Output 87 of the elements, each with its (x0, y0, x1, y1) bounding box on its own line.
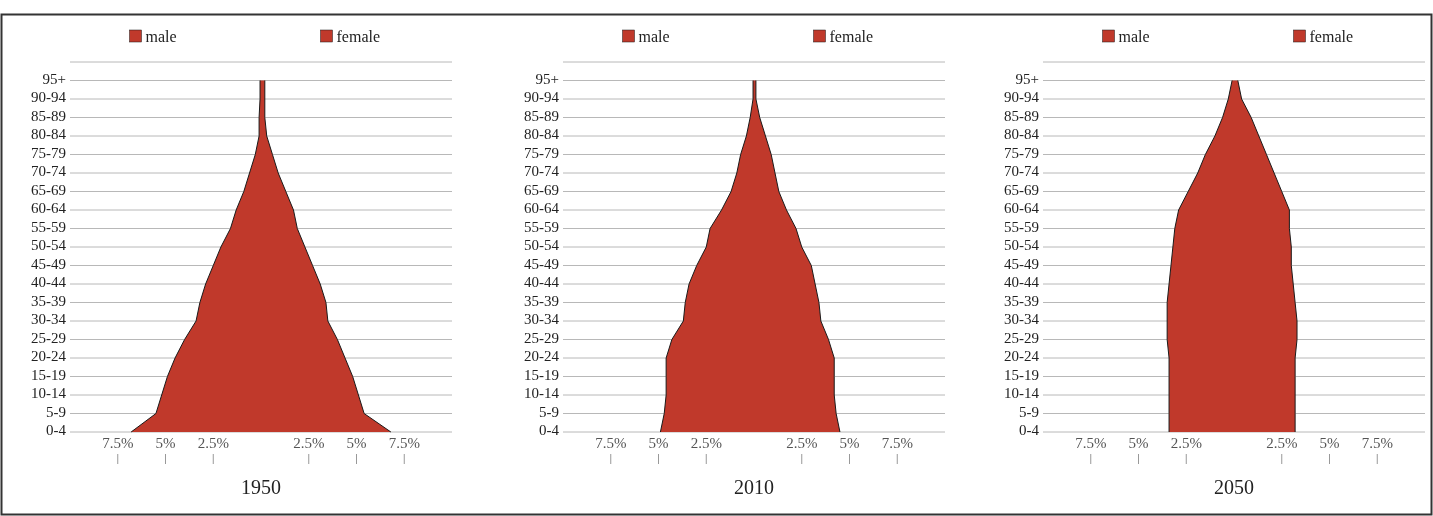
legend-label: female (336, 28, 381, 45)
x-tick-label: 5% (839, 435, 860, 451)
y-tick-label: 80-84 (524, 126, 560, 143)
y-tick-label: 55-59 (1004, 218, 1039, 235)
y-tick-label: 50-54 (524, 237, 560, 254)
y-tick-label: 20-24 (1004, 348, 1040, 365)
y-tick-label: 60-64 (524, 200, 560, 217)
x-tick-label: 2.5% (293, 435, 325, 451)
y-tick-label: 15-19 (1004, 366, 1039, 383)
legend-label: male (638, 28, 670, 45)
y-tick-label: 30-34 (1004, 311, 1040, 328)
y-tick-label: 25-29 (524, 329, 559, 346)
y-tick-label: 60-64 (31, 200, 67, 217)
y-tick-label: 75-79 (1004, 144, 1039, 161)
y-tick-label: 15-19 (524, 366, 559, 383)
x-tick-label: 7.5% (881, 435, 913, 451)
y-tick-label: 90-94 (1004, 89, 1040, 106)
y-tick-label: 40-44 (31, 274, 67, 291)
y-tick-label: 70-74 (524, 163, 560, 180)
x-tick-label: 7.5% (595, 435, 627, 451)
y-tick-label: 20-24 (31, 348, 67, 365)
y-tick-label: 20-24 (524, 348, 560, 365)
y-tick-label: 35-39 (524, 292, 559, 309)
y-tick-label: 25-29 (1004, 329, 1039, 346)
y-tick-label: 75-79 (524, 144, 559, 161)
y-tick-label: 65-69 (31, 181, 66, 198)
y-tick-label: 95+ (1015, 70, 1039, 87)
y-tick-label: 10-14 (524, 385, 560, 402)
legend-label: male (1118, 28, 1150, 45)
y-tick-label: 90-94 (524, 89, 560, 106)
legend-label: male (145, 28, 177, 45)
y-tick-label: 0-4 (46, 422, 67, 439)
y-tick-label: 70-74 (1004, 163, 1040, 180)
y-tick-label: 65-69 (1004, 181, 1039, 198)
y-tick-label: 35-39 (1004, 292, 1039, 309)
x-tick-label: 2.5% (1170, 435, 1202, 451)
y-tick-label: 0-4 (539, 422, 560, 439)
y-tick-label: 15-19 (31, 366, 66, 383)
x-tick-label: 7.5% (1075, 435, 1107, 451)
y-tick-label: 50-54 (31, 237, 67, 254)
y-tick-label: 10-14 (1004, 385, 1040, 402)
x-tick-label: 2.5% (197, 435, 229, 451)
y-tick-label: 55-59 (31, 218, 66, 235)
y-tick-label: 5-9 (46, 403, 66, 420)
y-tick-label: 65-69 (524, 181, 559, 198)
y-tick-label: 85-89 (1004, 107, 1039, 124)
y-tick-label: 75-79 (31, 144, 66, 161)
x-tick-label: 2.5% (786, 435, 818, 451)
y-tick-label: 40-44 (524, 274, 560, 291)
x-tick-label: 5% (155, 435, 176, 451)
x-tick-label: 5% (648, 435, 669, 451)
text: 1950 (241, 476, 281, 498)
y-tick-label: 90-94 (31, 89, 67, 106)
x-tick-label: 7.5% (1361, 435, 1393, 451)
y-tick-label: 85-89 (31, 107, 66, 124)
y-tick-label: 80-84 (31, 126, 67, 143)
y-tick-label: 10-14 (31, 385, 67, 402)
y-tick-label: 70-74 (31, 163, 67, 180)
x-tick-label: 2.5% (1266, 435, 1298, 451)
y-tick-label: 50-54 (1004, 237, 1040, 254)
x-tick-label: 5% (1319, 435, 1340, 451)
x-tick-label: 5% (346, 435, 367, 451)
y-tick-label: 60-64 (1004, 200, 1040, 217)
y-tick-label: 80-84 (1004, 126, 1040, 143)
y-tick-label: 30-34 (524, 311, 560, 328)
y-tick-label: 45-49 (524, 255, 559, 272)
legend-label: female (1309, 28, 1354, 45)
y-tick-label: 85-89 (524, 107, 559, 124)
y-tick-label: 40-44 (1004, 274, 1040, 291)
text: 2010 (734, 476, 774, 498)
y-tick-label: 35-39 (31, 292, 66, 309)
y-tick-label: 95+ (535, 70, 559, 87)
y-tick-label: 25-29 (31, 329, 66, 346)
x-tick-label: 5% (1128, 435, 1149, 451)
x-tick-label: 2.5% (690, 435, 722, 451)
y-tick-label: 55-59 (524, 218, 559, 235)
y-tick-label: 5-9 (539, 403, 559, 420)
y-tick-label: 45-49 (31, 255, 66, 272)
y-tick-label: 95+ (42, 70, 66, 87)
x-tick-label: 7.5% (102, 435, 134, 451)
legend-label: female (829, 28, 874, 45)
y-tick-label: 45-49 (1004, 255, 1039, 272)
text: 2050 (1214, 476, 1254, 498)
y-tick-label: 0-4 (1019, 422, 1040, 439)
y-tick-label: 30-34 (31, 311, 67, 328)
y-tick-label: 5-9 (1019, 403, 1039, 420)
x-tick-label: 7.5% (388, 435, 420, 451)
